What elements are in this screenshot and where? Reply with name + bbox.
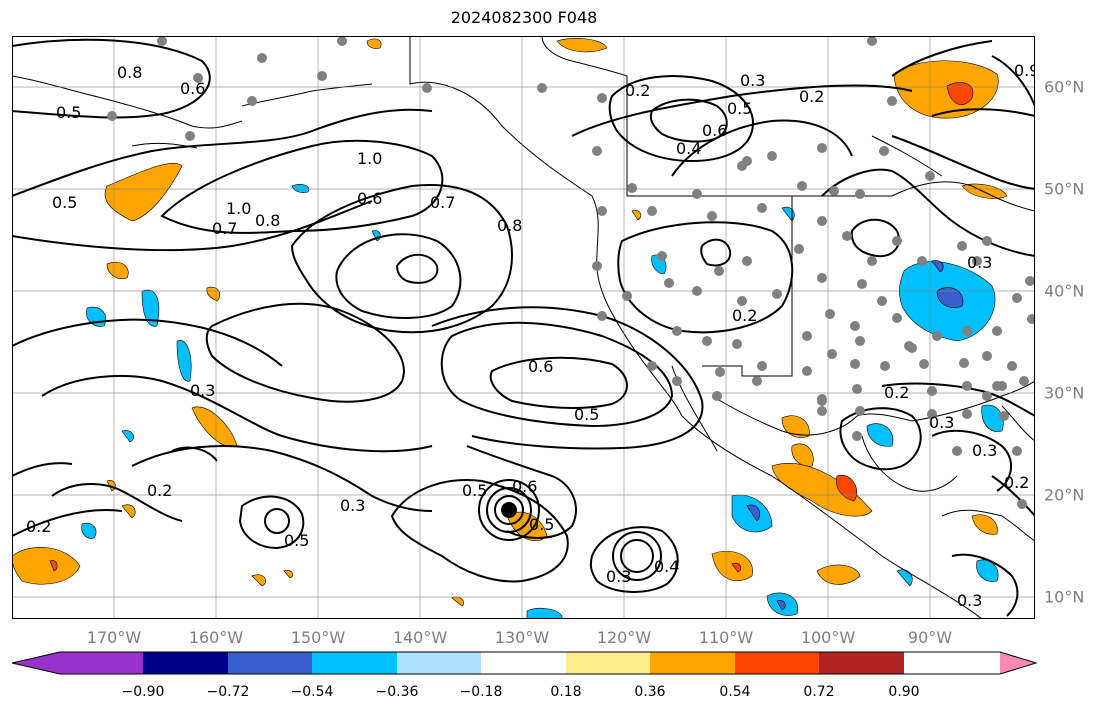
contour-label: 0.6: [702, 121, 727, 140]
colorbar-tick-label: −0.36: [375, 684, 419, 700]
lon-label: 110°W: [698, 628, 754, 647]
lon-label: 90°W: [907, 628, 953, 647]
lon-label: 100°W: [800, 628, 856, 647]
contour-label: 0.5: [727, 99, 752, 118]
colorbar-tick-label: −0.54: [290, 684, 334, 700]
colorbar-cell: [228, 652, 312, 674]
contour-label: 0.3: [957, 591, 982, 610]
contours: [12, 38, 1035, 617]
contour-label: 1.0: [357, 149, 382, 168]
contour-label: 0.9: [1014, 61, 1035, 80]
contour-label: 0.2: [799, 87, 824, 106]
contour-label: 0.2: [26, 517, 51, 536]
colorbar-cell: [143, 652, 228, 674]
lat-label: 60°N: [1044, 77, 1085, 97]
station-dots: [107, 36, 1035, 509]
contour-label: 0.7: [212, 219, 237, 238]
contour-label: 0.6: [512, 477, 537, 496]
contour-label: 0.8: [117, 63, 142, 82]
colorbar-tick-label: −0.90: [121, 684, 165, 700]
colorbar-tick-label: −0.72: [206, 684, 250, 700]
contour-label: 0.3: [929, 413, 954, 432]
colorbar-cell: [566, 652, 650, 674]
contour-label: 0.6: [357, 189, 382, 208]
contour-label: 0.3: [606, 567, 631, 586]
contour-label: 0.7: [430, 193, 455, 212]
lat-label: 30°N: [1044, 383, 1085, 403]
contour-label: 0.2: [147, 481, 172, 500]
lat-label: 20°N: [1044, 485, 1085, 505]
contour-label: 0.3: [190, 381, 215, 400]
colorbar-cell: [397, 652, 481, 674]
colorbar: [11, 651, 1038, 675]
contour-label: 0.4: [654, 557, 679, 576]
contour-label: 0.3: [740, 71, 765, 90]
colorbar-cell: [12, 652, 60, 674]
positive-shading: [12, 38, 1008, 607]
lon-label: 160°W: [188, 628, 244, 647]
colorbar-tick-label: 0.72: [803, 684, 835, 700]
colorbar-tick-label: 0.18: [550, 684, 582, 700]
colorbar-tick-label: 0.36: [634, 684, 666, 700]
colorbar-tick-label: 0.54: [719, 684, 751, 700]
contour-label: 0.5: [52, 193, 77, 212]
contour-label: 0.5: [462, 481, 487, 500]
contour-label: 0.2: [884, 383, 909, 402]
graticule: [12, 36, 1035, 619]
contour-label: 0.5: [284, 531, 309, 550]
contour-label: 0.3: [967, 253, 992, 272]
contour-labels: 0.8 0.6 0.5 0.5 1.0 0.6 1.0 0.7 0.8 0.7 …: [26, 61, 1035, 610]
lat-label: 50°N: [1044, 179, 1085, 199]
storm-center-marker: [501, 502, 517, 518]
contour-label: 0.2: [625, 81, 650, 100]
colorbar-cell: [60, 652, 143, 674]
lon-label: 120°W: [596, 628, 652, 647]
contour-label: 0.6: [180, 79, 205, 98]
contour-label: 0.3: [972, 441, 997, 460]
colorbar-cell: [481, 652, 566, 674]
contour-label: 0.2: [1004, 473, 1029, 492]
lon-label: 150°W: [290, 628, 346, 647]
colorbar-cell: [819, 652, 904, 674]
contour-label: 1.0: [226, 199, 251, 218]
lon-label: 140°W: [392, 628, 448, 647]
coastlines: [12, 36, 1035, 619]
colorbar-cell: [312, 652, 397, 674]
colorbar-cell: [735, 652, 819, 674]
contour-label: 0.5: [56, 103, 81, 122]
contour-label: 0.4: [676, 139, 701, 158]
contour-label: 0.3: [340, 496, 365, 515]
colorbar-cell: [650, 652, 735, 674]
chart-title: 2024082300 F048: [450, 8, 598, 27]
map-plot: 0.8 0.6 0.5 0.5 1.0 0.6 1.0 0.7 0.8 0.7 …: [12, 36, 1035, 619]
colorbar-tick-label: −0.18: [459, 684, 503, 700]
colorbar-cell: [1000, 652, 1036, 674]
contour-label: 0.2: [732, 306, 757, 325]
contour-label: 0.5: [529, 515, 554, 534]
contour-label: 0.8: [497, 216, 522, 235]
lon-label: 130°W: [494, 628, 550, 647]
lon-label: 170°W: [86, 628, 142, 647]
lat-label: 10°N: [1044, 587, 1085, 607]
contour-label: 0.6: [528, 357, 553, 376]
contour-label: 0.8: [255, 211, 280, 230]
colorbar-tick-label: 0.90: [888, 684, 920, 700]
contour-label: 0.5: [574, 405, 599, 424]
lat-label: 40°N: [1044, 281, 1085, 301]
